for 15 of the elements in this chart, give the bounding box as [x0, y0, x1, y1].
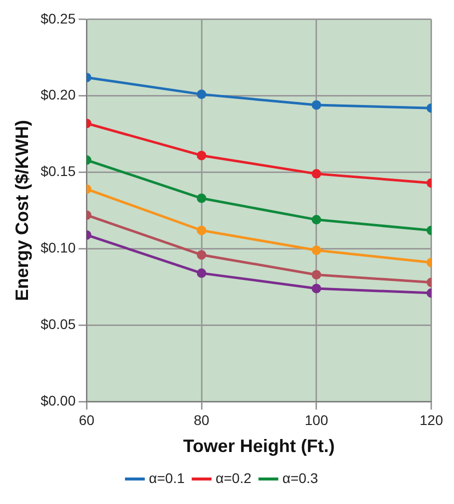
y-tick-label: $0.15	[40, 163, 76, 180]
legend-label: α=0.3	[282, 470, 318, 486]
x-tick-label: 100	[304, 412, 328, 428]
x-tick-label: 80	[194, 412, 210, 428]
legend-label: α=0.1	[148, 470, 185, 486]
y-tick-label: $0.20	[40, 86, 76, 103]
x-axis-title: Tower Height (Ft.)	[183, 436, 335, 456]
x-tick-label: 120	[420, 412, 444, 428]
y-tick-label: $0.25	[40, 10, 76, 26]
x-tick-label: 60	[78, 412, 95, 428]
y-tick-label: $0.05	[40, 316, 76, 332]
y-tick-label: $0.00	[40, 392, 76, 408]
legend-label: α=0.2	[216, 470, 252, 486]
y-tick-label: $0.10	[40, 240, 76, 256]
y-axis-title: Energy Cost ($/KWH)	[12, 120, 32, 302]
